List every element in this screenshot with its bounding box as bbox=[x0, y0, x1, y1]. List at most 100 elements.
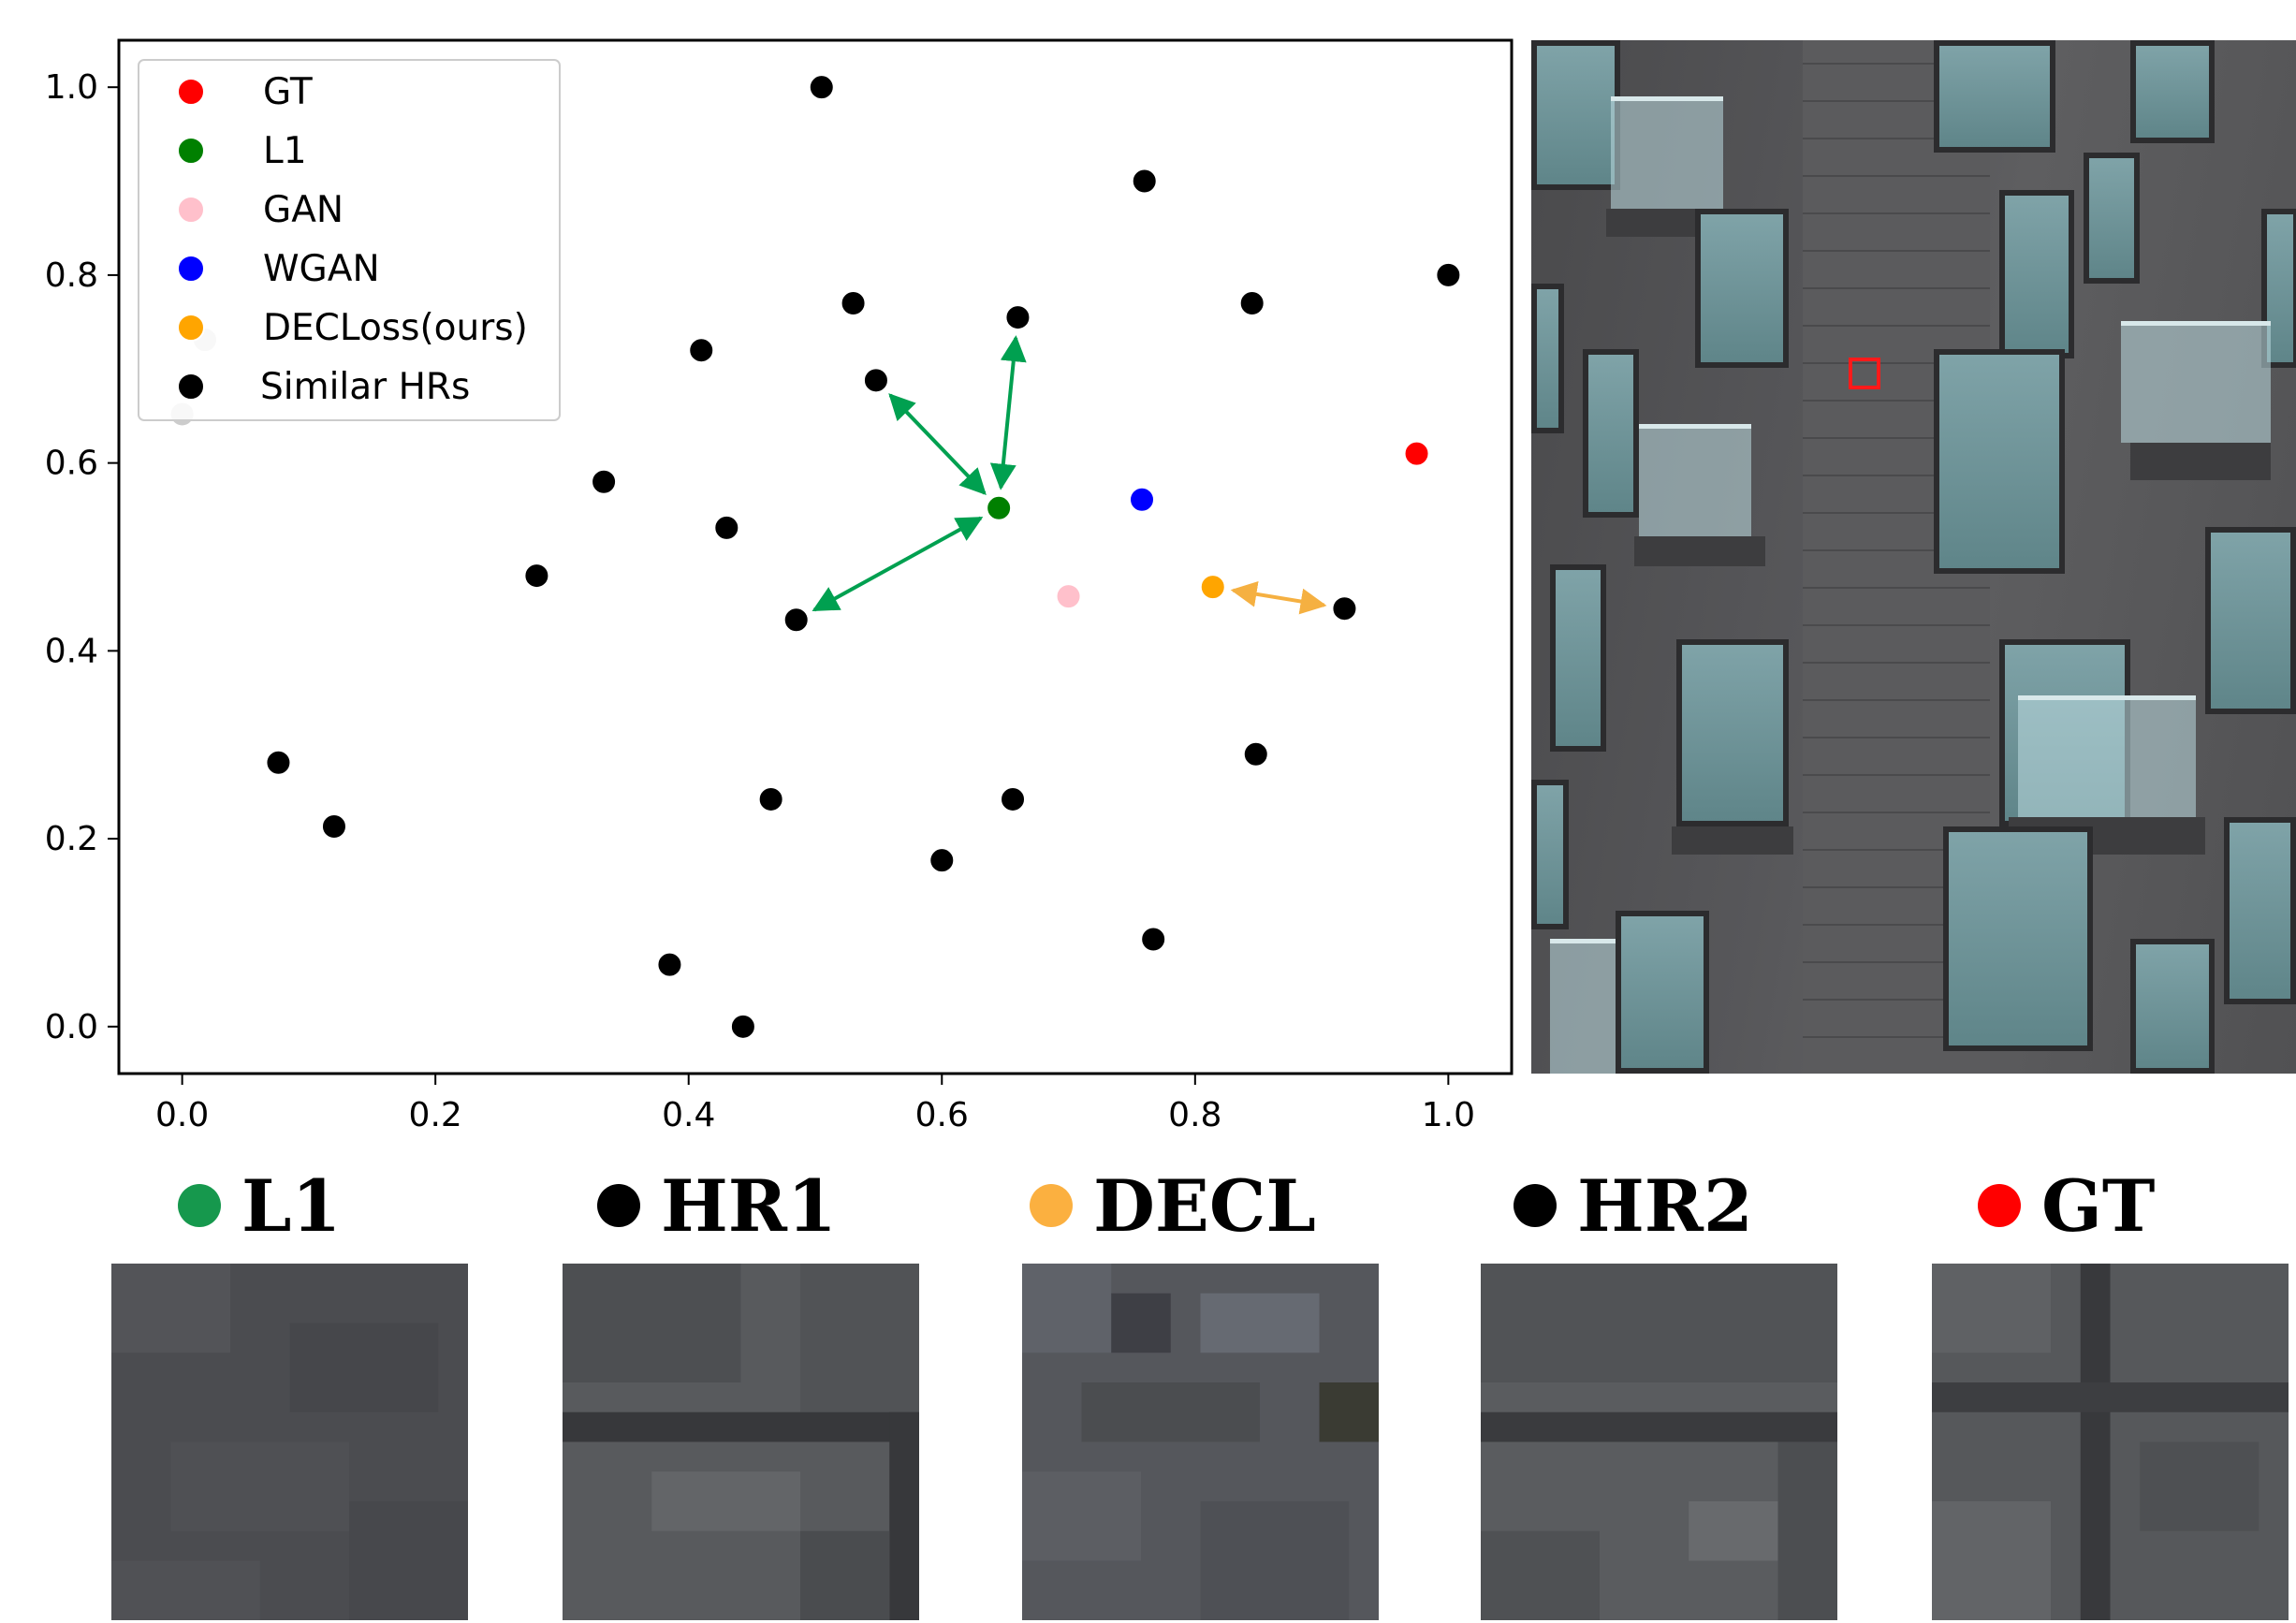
arrow-layer bbox=[812, 335, 1327, 615]
patch-hr2 bbox=[1481, 1264, 1837, 1620]
point-decloss-ours-0 bbox=[1199, 574, 1226, 601]
window bbox=[2130, 939, 2215, 1074]
patch-label-hr1: HR1 bbox=[597, 1164, 837, 1248]
y-tick-label: 0.2 bbox=[45, 820, 98, 858]
point-similar-hrs-14 bbox=[1242, 740, 1269, 768]
window bbox=[1616, 911, 1709, 1074]
hr1-marker bbox=[597, 1184, 640, 1227]
patch-l1 bbox=[111, 1264, 468, 1620]
patch-label-gt: GT bbox=[1978, 1164, 2155, 1248]
point-similar-hrs-11 bbox=[782, 607, 810, 634]
point-similar-hrs-21 bbox=[729, 1013, 756, 1040]
window bbox=[1943, 826, 2093, 1051]
x-tick-label: 0.8 bbox=[1168, 1096, 1221, 1134]
balcony bbox=[2121, 321, 2271, 443]
balcony bbox=[2018, 695, 2196, 817]
y-tick-label: 0.6 bbox=[45, 445, 98, 483]
window bbox=[2261, 209, 2296, 368]
patch-label-text: L1 bbox=[241, 1163, 342, 1248]
legend: GT L1 GAN WGAN DECLoss(ours) Similar HRs bbox=[138, 59, 561, 421]
legend-marker-gt bbox=[177, 78, 205, 106]
y-tick-label: 0.0 bbox=[45, 1008, 98, 1046]
legend-marker-similar-hrs bbox=[177, 373, 205, 401]
patch-hr1 bbox=[563, 1264, 919, 1620]
point-layer bbox=[168, 74, 1462, 1040]
window bbox=[2205, 527, 2296, 714]
plot-frame bbox=[117, 38, 1514, 1075]
legend-marker-wgan bbox=[177, 255, 205, 283]
x-tick-label: 0.6 bbox=[915, 1096, 969, 1134]
legend-marker-decloss-ours bbox=[177, 314, 205, 342]
point-similar-hrs-9 bbox=[713, 514, 740, 541]
x-tick-label: 0.2 bbox=[409, 1096, 462, 1134]
window bbox=[1583, 349, 1639, 518]
arrow-2 bbox=[812, 516, 984, 612]
point-similar-hrs-16 bbox=[1000, 785, 1027, 812]
point-similar-hrs-8 bbox=[591, 468, 618, 495]
point-similar-hrs-15 bbox=[757, 785, 784, 812]
gt-marker bbox=[1978, 1184, 2021, 1227]
legend-label-gt: GT bbox=[263, 71, 313, 113]
balcony-slab bbox=[1634, 536, 1765, 566]
patch-gt bbox=[1932, 1264, 2289, 1620]
point-gan-0 bbox=[1055, 583, 1082, 610]
window bbox=[1676, 639, 1789, 826]
patch-label-text: HR1 bbox=[661, 1163, 837, 1248]
balcony bbox=[1611, 96, 1723, 209]
point-wgan-0 bbox=[1129, 486, 1156, 513]
arrow-1 bbox=[989, 335, 1027, 490]
scatter-chart: 0.0 0.2 0.4 0.6 0.8 1.0 0.0 0.2 0.4 0.6 0.8 1.0 GT… bbox=[45, 38, 1514, 1134]
balcony-slab bbox=[1672, 826, 1793, 855]
building-photo bbox=[1531, 40, 2296, 1074]
point-similar-hrs-13 bbox=[265, 749, 292, 776]
x-axis: 0.0 0.2 0.4 0.6 0.8 1.0 bbox=[155, 1074, 1475, 1134]
point-similar-hrs-2 bbox=[1435, 261, 1462, 288]
y-tick-label: 1.0 bbox=[45, 68, 98, 107]
y-axis: 0.0 0.2 0.4 0.6 0.8 1.0 bbox=[45, 68, 119, 1046]
balcony-slab bbox=[2130, 443, 2271, 480]
window bbox=[1695, 209, 1789, 368]
legend-label-similar-hrs: Similar HRs bbox=[260, 366, 470, 408]
patch-label-decl: DECL bbox=[1030, 1164, 1316, 1248]
patch-label-l1: L1 bbox=[178, 1164, 341, 1248]
window bbox=[1531, 780, 1569, 929]
point-similar-hrs-10 bbox=[523, 563, 550, 590]
patch-label-text: DECL bbox=[1093, 1163, 1316, 1248]
legend-marker-gan bbox=[177, 196, 205, 224]
point-similar-hrs-6 bbox=[688, 337, 715, 364]
window bbox=[1934, 349, 2065, 574]
arrow-0 bbox=[888, 393, 987, 495]
hr2-marker bbox=[1514, 1184, 1557, 1227]
point-similar-hrs-0 bbox=[808, 74, 835, 101]
l1-marker bbox=[178, 1184, 221, 1227]
point-similar-hrs-20 bbox=[656, 951, 683, 978]
patch-label-hr2: HR2 bbox=[1514, 1164, 1753, 1248]
point-similar-hrs-3 bbox=[840, 290, 867, 317]
point-similar-hrs-19 bbox=[1140, 926, 1167, 953]
legend-label-gan: GAN bbox=[263, 189, 344, 231]
point-similar-hrs-5 bbox=[1238, 290, 1265, 317]
legend-box bbox=[138, 59, 561, 421]
patch-label-text: GT bbox=[2041, 1163, 2156, 1248]
window bbox=[1531, 284, 1564, 433]
point-gt-0 bbox=[1403, 440, 1430, 467]
window bbox=[2224, 817, 2296, 1004]
point-similar-hrs-4 bbox=[1004, 304, 1031, 331]
point-similar-hrs-1 bbox=[1131, 168, 1158, 195]
crop-highlight-box bbox=[1849, 358, 1880, 389]
balcony bbox=[1639, 424, 1751, 536]
window bbox=[2084, 153, 2140, 284]
y-tick-label: 0.4 bbox=[45, 632, 98, 670]
point-similar-hrs-18 bbox=[929, 847, 956, 874]
legend-label-l1: L1 bbox=[263, 130, 307, 172]
x-tick-label: 1.0 bbox=[1422, 1096, 1475, 1134]
window bbox=[1550, 564, 1606, 752]
legend-label-decloss-ours: DECLoss(ours) bbox=[263, 307, 528, 349]
x-tick-label: 0.0 bbox=[155, 1096, 209, 1134]
x-tick-label: 0.4 bbox=[662, 1096, 715, 1134]
legend-label-wgan: WGAN bbox=[263, 248, 380, 290]
patch-label-text: HR2 bbox=[1577, 1163, 1753, 1248]
window bbox=[1531, 40, 1620, 190]
window bbox=[1934, 40, 2055, 153]
window bbox=[2130, 40, 2215, 143]
